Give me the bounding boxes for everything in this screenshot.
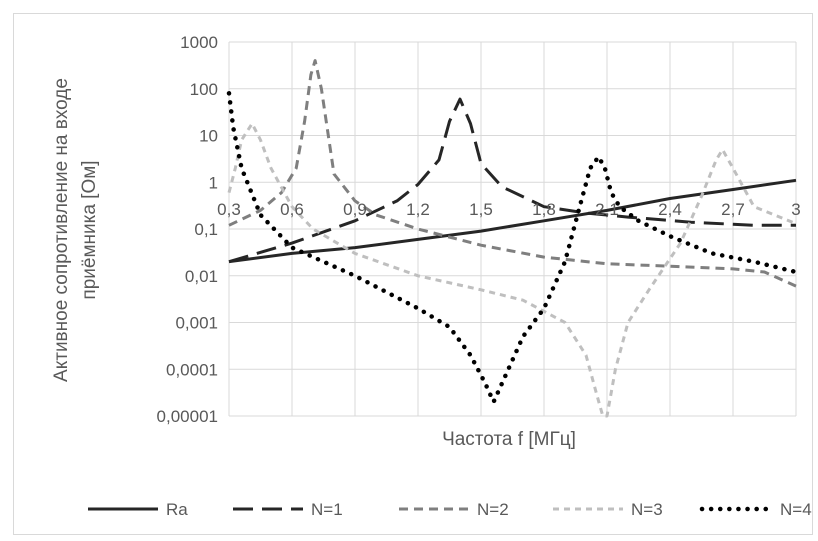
series-line-n-4 (226, 91, 799, 405)
y-tick-label: 0,01 (185, 267, 218, 286)
legend-label: N=3 (631, 500, 663, 519)
legend: Ra N=1 N=2 N=3 N=4 (88, 500, 812, 519)
y-tick-label: 0,00001 (157, 407, 218, 426)
x-tick-labels: 0,3 0,6 0,9 1,2 1,5 1,8 2,1 2,4 2,7 3 (217, 200, 801, 219)
y-tick-labels: 0,00001 0,0001 0,001 0,01 0,1 1 10 100 1000 (157, 33, 218, 426)
y-axis-title-line: Активное сопротивление на входе (51, 78, 72, 382)
y-axis-title-line: приёмника [Ом] (79, 160, 100, 299)
x-tick-label: 1,8 (532, 200, 556, 219)
series-line-n-3 (227, 122, 797, 418)
y-tick-label: 0,0001 (166, 360, 218, 379)
legend-label: N=4 (780, 500, 812, 519)
y-tick-label: 1 (209, 173, 218, 192)
y-tick-label: 100 (190, 80, 218, 99)
chart-frame (13, 13, 813, 535)
x-tick-label: 2,7 (721, 200, 745, 219)
legend-label: Ra (166, 500, 188, 519)
y-tick-label: 1000 (180, 33, 218, 52)
x-tick-label: 0,9 (343, 200, 367, 219)
series-line-n-1 (228, 97, 796, 264)
x-tick-label: 2,4 (658, 200, 682, 219)
legend-label: N=1 (311, 500, 343, 519)
x-tick-label: 3 (791, 200, 800, 219)
x-tick-label: 2,1 (595, 200, 619, 219)
y-tick-label: 0,001 (175, 314, 218, 333)
x-tick-label: 1,5 (469, 200, 493, 219)
y-tick-label: 0,1 (194, 220, 218, 239)
x-tick-label: 1,2 (406, 200, 430, 219)
x-tick-label: 0,6 (280, 200, 304, 219)
x-axis-title: Частота f [МГц] (442, 429, 576, 450)
series-line-n-2 (228, 59, 797, 288)
series-lines (226, 59, 799, 418)
x-tick-label: 0,3 (217, 200, 241, 219)
legend-label: N=2 (477, 500, 509, 519)
y-tick-label: 10 (199, 127, 218, 146)
